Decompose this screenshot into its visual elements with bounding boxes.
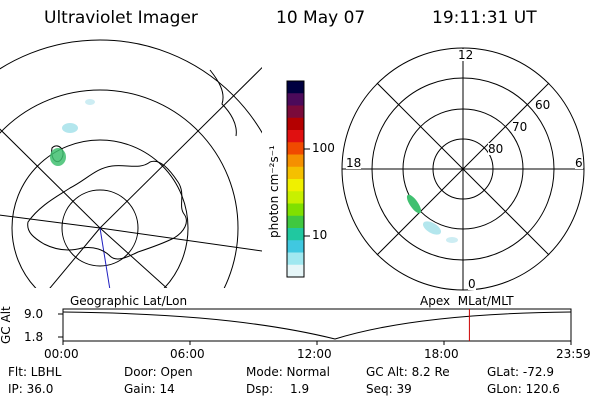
aurora-oval (406, 194, 422, 214)
colorbar-segment (287, 130, 304, 143)
door-info: Door: Open (124, 365, 193, 379)
colorbar-segment (287, 81, 304, 94)
alt-tick-1-8: 1.8 (24, 330, 44, 344)
aurora-faint-patch (85, 99, 95, 105)
mlt-label-18: 18 (346, 156, 362, 170)
mode-info: Mode: Normal (246, 365, 330, 379)
lat-circle-3 (0, 89, 239, 288)
aurora-faint-patch (446, 237, 458, 243)
colorbar-segment (287, 117, 304, 131)
colorbar-segment (287, 228, 304, 241)
apex-label: Apex MLat/MLT (420, 294, 514, 308)
meridian-6 (99, 227, 168, 288)
instrument-title: Ultraviolet Imager (44, 8, 198, 28)
lat-circle-2 (11, 139, 189, 288)
meridian-1 (0, 128, 101, 229)
antarctica-coastline (27, 160, 187, 260)
time-tick-1800: 18:00 (424, 347, 459, 361)
mlt-label-0: 0 (468, 277, 476, 291)
colorbar-segment (287, 264, 304, 278)
mlat-label-80: 80 (488, 142, 504, 156)
colorbar-segment (287, 252, 304, 266)
colorbar-tick-10: 10 (312, 228, 328, 242)
time-label: 19:11:31 UT (432, 8, 537, 28)
dsp-value: 1.9 (290, 382, 310, 396)
seq-info: Seq: 39 (366, 382, 412, 396)
gain-info: Gain: 14 (124, 382, 175, 396)
meridian-5 (49, 227, 101, 288)
colorbar-segment (287, 191, 304, 204)
time-tick-0600: 06:00 (170, 347, 205, 361)
colorbar-segment (287, 240, 304, 253)
lat-circle-1 (61, 189, 139, 267)
glon-info: GLon: 120.6 (487, 382, 560, 396)
gc-alt-info: GC Alt: 8.2 Re (366, 365, 450, 379)
filter-info: Flt: LBHL (8, 365, 62, 379)
mlat-label-70: 70 (512, 120, 528, 134)
colorbar-segment (287, 105, 304, 119)
date-label: 10 May 07 (276, 8, 366, 28)
meridian-4 (99, 227, 262, 252)
colorbar-tick-100: 100 (312, 141, 335, 155)
time-tick-2359: 23:59 (556, 347, 591, 361)
colorbar-segment (287, 142, 304, 155)
noon-meridian (99, 227, 111, 288)
time-tick-1200: 12:00 (297, 347, 332, 361)
time-tick-0000: 00:00 (44, 347, 79, 361)
glat-info: GLat: -72.9 (487, 365, 554, 379)
mlat-label-60: 60 (535, 98, 551, 112)
aurora-patch (50, 148, 66, 166)
colorbar-segment (287, 179, 304, 192)
colorbar-segment (287, 215, 304, 229)
colorbar-segment (287, 93, 304, 106)
colorbar-segment (287, 154, 304, 168)
mlt-label-6: 6 (575, 156, 583, 170)
gc-alt-axis-label: GC Alt (0, 306, 13, 344)
coast-fragment (209, 69, 237, 137)
aurora-faint-patch (422, 221, 442, 235)
alt-tick-9: 9.0 (24, 307, 44, 321)
colorbar-segment (287, 166, 304, 180)
mlt-label-12: 12 (458, 48, 474, 62)
geographic-label: Geographic Lat/Lon (70, 294, 188, 308)
colorbar-segment (287, 203, 304, 217)
altitude-curve (62, 311, 572, 340)
aurora-faint-patch (62, 123, 78, 133)
dsp-label: Dsp: (246, 382, 274, 396)
ip-info: IP: 36.0 (8, 382, 54, 396)
meridian-2 (99, 67, 262, 229)
lat-circle-4 (0, 39, 262, 134)
